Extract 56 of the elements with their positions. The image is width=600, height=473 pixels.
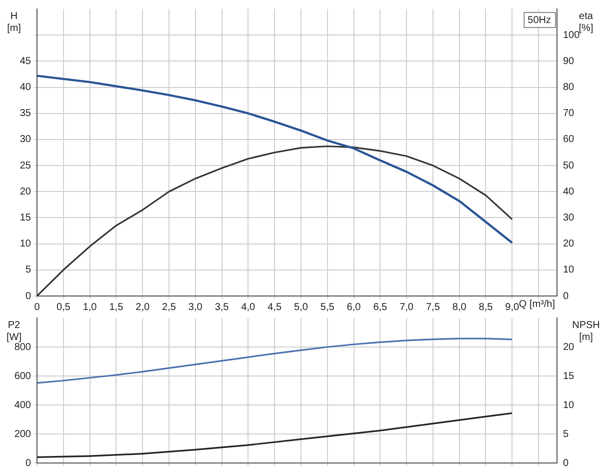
y2-tick-label: 20: [563, 238, 575, 250]
y-tick-label: 5: [25, 264, 32, 276]
y-axis-title: P2 [W]: [6, 320, 22, 343]
y-tick-label: 10: [20, 238, 32, 250]
y2-tick-label: 20: [563, 342, 575, 353]
y2-tick-label: 60: [563, 134, 575, 146]
y-tick-label: 30: [20, 134, 32, 146]
y2-tick-label: 70: [563, 108, 575, 120]
x-tick-label: 4,5: [268, 302, 282, 313]
x-tick-label: 8,5: [478, 302, 494, 313]
x-tick-label: 7,0: [400, 302, 414, 313]
y-tick-label: 35: [20, 108, 32, 120]
y-tick-label: 400: [14, 400, 32, 411]
y2-tick-label: 80: [563, 82, 575, 94]
x-tick-label: 5,5: [320, 302, 335, 313]
x-tick-label: 3,5: [214, 302, 230, 313]
y-tick-label: 20: [20, 186, 32, 198]
y2-tick-label: 50: [563, 160, 575, 172]
x-tick-label: 6,5: [373, 302, 388, 313]
y-tick-label: 200: [14, 428, 32, 440]
y-tick-label: 15: [20, 212, 32, 224]
x-tick-label: 8,0: [452, 302, 467, 313]
y-axis-title: H [m]: [7, 10, 22, 34]
x-tick-label: 7,5: [426, 302, 440, 313]
y2-tick-label: 0: [563, 458, 569, 469]
x-tick-label: 0,5: [56, 302, 71, 313]
y2-tick-label: 0: [563, 290, 569, 302]
y-tick-label: 0: [25, 290, 32, 302]
y2-tick-label: 40: [563, 186, 575, 198]
x-tick-label: 0: [34, 302, 40, 313]
y2-tick-label: 5: [563, 428, 569, 440]
x-tick-label: 5,0: [294, 302, 308, 313]
x-tick-label: 6,0: [346, 302, 362, 313]
y2-tick-label: 90: [563, 56, 575, 67]
x-tick-label: 2,5: [162, 302, 176, 313]
y2-tick-label: 10: [563, 264, 575, 276]
text: 50Hz: [528, 14, 552, 26]
y-tick-label: 25: [20, 160, 32, 172]
x-tick-label: 9,0: [505, 302, 520, 313]
y2-tick-label: 10: [563, 400, 575, 411]
y-tick-label: 45: [20, 56, 32, 67]
x-tick-label: 4,0: [241, 302, 256, 313]
x-tick-label: 3,0: [188, 302, 203, 313]
y-tick-label: 600: [14, 370, 32, 382]
y2-tick-label: 15: [563, 370, 575, 382]
x-tick-label: 2,0: [136, 302, 150, 313]
y-tick-label: 40: [20, 82, 32, 94]
y2-axis-title: NPSH [m]: [572, 320, 600, 343]
y2-tick-label: 30: [563, 212, 575, 224]
y2-axis-title: eta [%]: [578, 10, 594, 34]
y2-tick-label: 100: [563, 30, 580, 41]
x-tick-label: 1,0: [82, 302, 98, 313]
y-tick-label: 0: [25, 458, 32, 469]
y-tick-label: 800: [14, 342, 32, 353]
x-axis-title: Q [m³/h]: [518, 298, 556, 310]
x-tick-label: 1,5: [109, 302, 124, 313]
